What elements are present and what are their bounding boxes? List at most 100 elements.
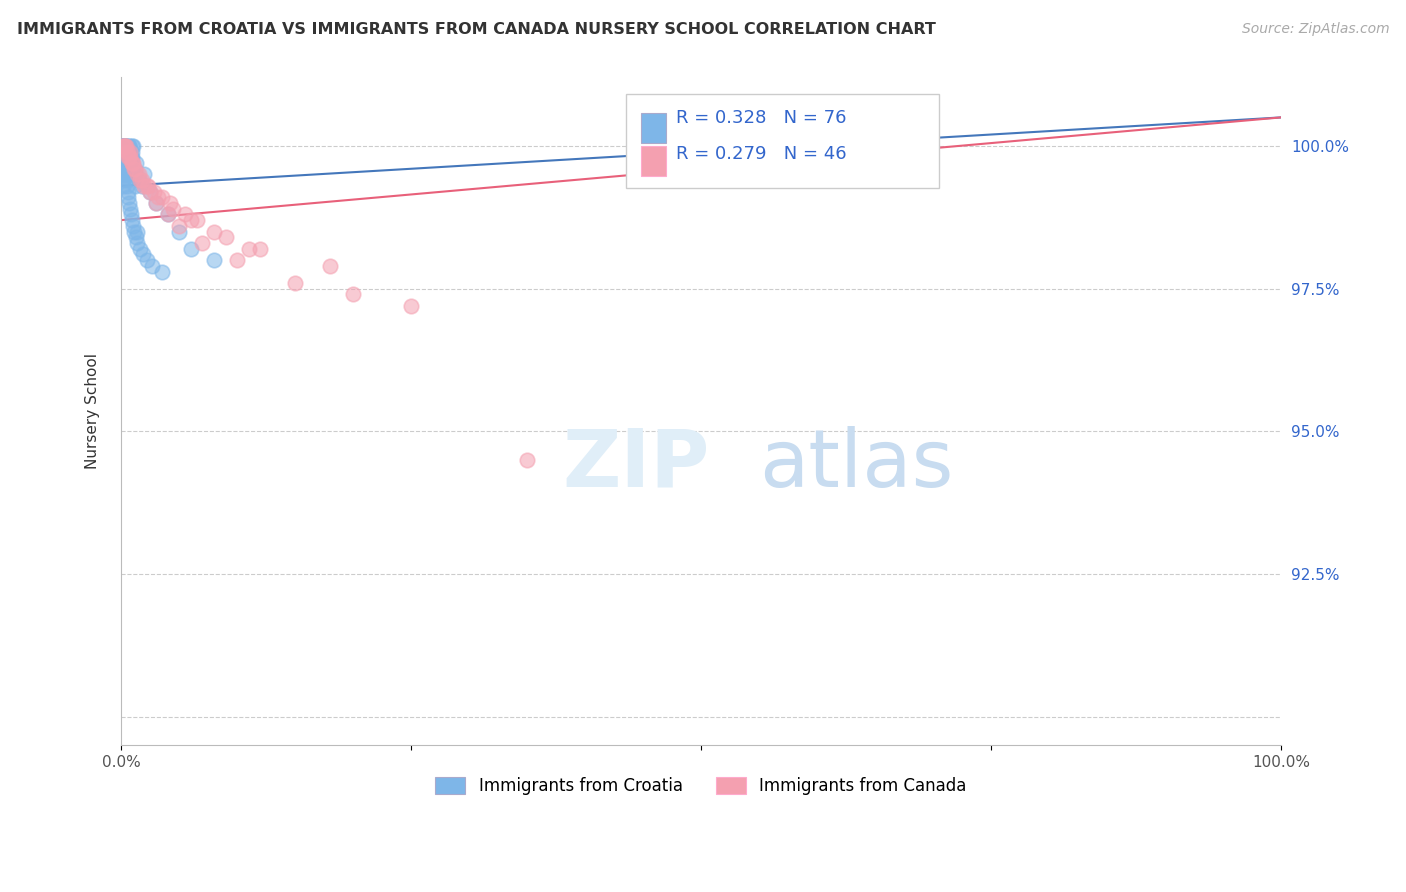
Point xyxy=(124,161,146,176)
Point xyxy=(127,168,149,182)
Point xyxy=(516,453,538,467)
Point xyxy=(122,219,145,233)
Point xyxy=(134,178,156,193)
Point xyxy=(112,145,135,159)
Point xyxy=(125,225,148,239)
Point xyxy=(111,139,134,153)
Point xyxy=(117,156,139,170)
Point xyxy=(156,207,179,221)
Point xyxy=(121,156,143,170)
Point xyxy=(121,139,143,153)
Point xyxy=(118,202,141,216)
Point xyxy=(128,173,150,187)
Text: IMMIGRANTS FROM CROATIA VS IMMIGRANTS FROM CANADA NURSERY SCHOOL CORRELATION CHA: IMMIGRANTS FROM CROATIA VS IMMIGRANTS FR… xyxy=(17,22,936,37)
FancyBboxPatch shape xyxy=(641,146,666,177)
Point xyxy=(142,185,165,199)
Point xyxy=(114,150,136,164)
Point xyxy=(342,287,364,301)
Point xyxy=(111,161,134,176)
Point xyxy=(180,213,202,227)
Point xyxy=(122,168,145,182)
Point xyxy=(112,145,135,159)
Point xyxy=(128,173,150,187)
Point xyxy=(114,145,136,159)
Point xyxy=(115,156,138,170)
Point xyxy=(118,139,141,153)
Text: R = 0.328   N = 76: R = 0.328 N = 76 xyxy=(676,109,846,127)
Point xyxy=(112,150,135,164)
Point xyxy=(121,213,143,227)
Point xyxy=(122,161,145,176)
Point xyxy=(121,145,143,159)
Point xyxy=(121,156,143,170)
Point xyxy=(202,253,225,268)
FancyBboxPatch shape xyxy=(626,95,939,187)
Point xyxy=(111,139,134,153)
Text: Source: ZipAtlas.com: Source: ZipAtlas.com xyxy=(1241,22,1389,37)
Point xyxy=(226,253,249,268)
Point xyxy=(124,230,146,244)
Point xyxy=(118,145,141,159)
Point xyxy=(145,196,167,211)
Point xyxy=(111,178,134,193)
Legend: Immigrants from Croatia, Immigrants from Canada: Immigrants from Croatia, Immigrants from… xyxy=(427,769,976,804)
Point xyxy=(118,139,141,153)
Point xyxy=(114,139,136,153)
Point xyxy=(125,156,148,170)
Point xyxy=(214,230,236,244)
FancyBboxPatch shape xyxy=(641,112,666,143)
Point xyxy=(114,156,136,170)
Point xyxy=(118,161,141,176)
Point xyxy=(141,259,163,273)
Point xyxy=(120,207,142,221)
Point xyxy=(131,173,153,187)
Point xyxy=(117,150,139,164)
Point xyxy=(127,235,149,250)
Point xyxy=(122,161,145,176)
Point xyxy=(117,150,139,164)
Point xyxy=(159,196,181,211)
Point xyxy=(134,168,156,182)
Point xyxy=(238,242,260,256)
Point xyxy=(399,299,422,313)
Point xyxy=(115,145,138,159)
Point xyxy=(150,264,173,278)
Point xyxy=(120,150,142,164)
Point xyxy=(167,219,190,233)
Point xyxy=(319,259,342,273)
Point xyxy=(115,178,138,193)
Point xyxy=(284,276,307,290)
Y-axis label: Nursery School: Nursery School xyxy=(86,353,100,469)
Point xyxy=(202,225,225,239)
Point xyxy=(115,145,138,159)
Point xyxy=(180,242,202,256)
Point xyxy=(118,168,141,182)
Point xyxy=(132,247,155,261)
Point xyxy=(117,185,139,199)
Point xyxy=(120,145,142,159)
Point xyxy=(114,139,136,153)
Point xyxy=(128,168,150,182)
Point xyxy=(139,185,162,199)
Point xyxy=(114,139,136,153)
Point xyxy=(131,178,153,193)
Point xyxy=(148,190,170,204)
Point xyxy=(124,178,146,193)
Point xyxy=(156,207,179,221)
Point xyxy=(135,253,157,268)
Point xyxy=(112,139,135,153)
Point xyxy=(112,139,135,153)
Point xyxy=(191,235,214,250)
Point xyxy=(128,242,150,256)
Point xyxy=(120,156,142,170)
Point xyxy=(115,139,138,153)
Text: ZIP: ZIP xyxy=(562,425,709,504)
Point xyxy=(135,178,157,193)
Point xyxy=(117,145,139,159)
Point xyxy=(162,202,184,216)
Point xyxy=(117,190,139,204)
Point xyxy=(124,225,146,239)
Point xyxy=(112,150,135,164)
Point xyxy=(111,139,134,153)
Point xyxy=(115,168,138,182)
